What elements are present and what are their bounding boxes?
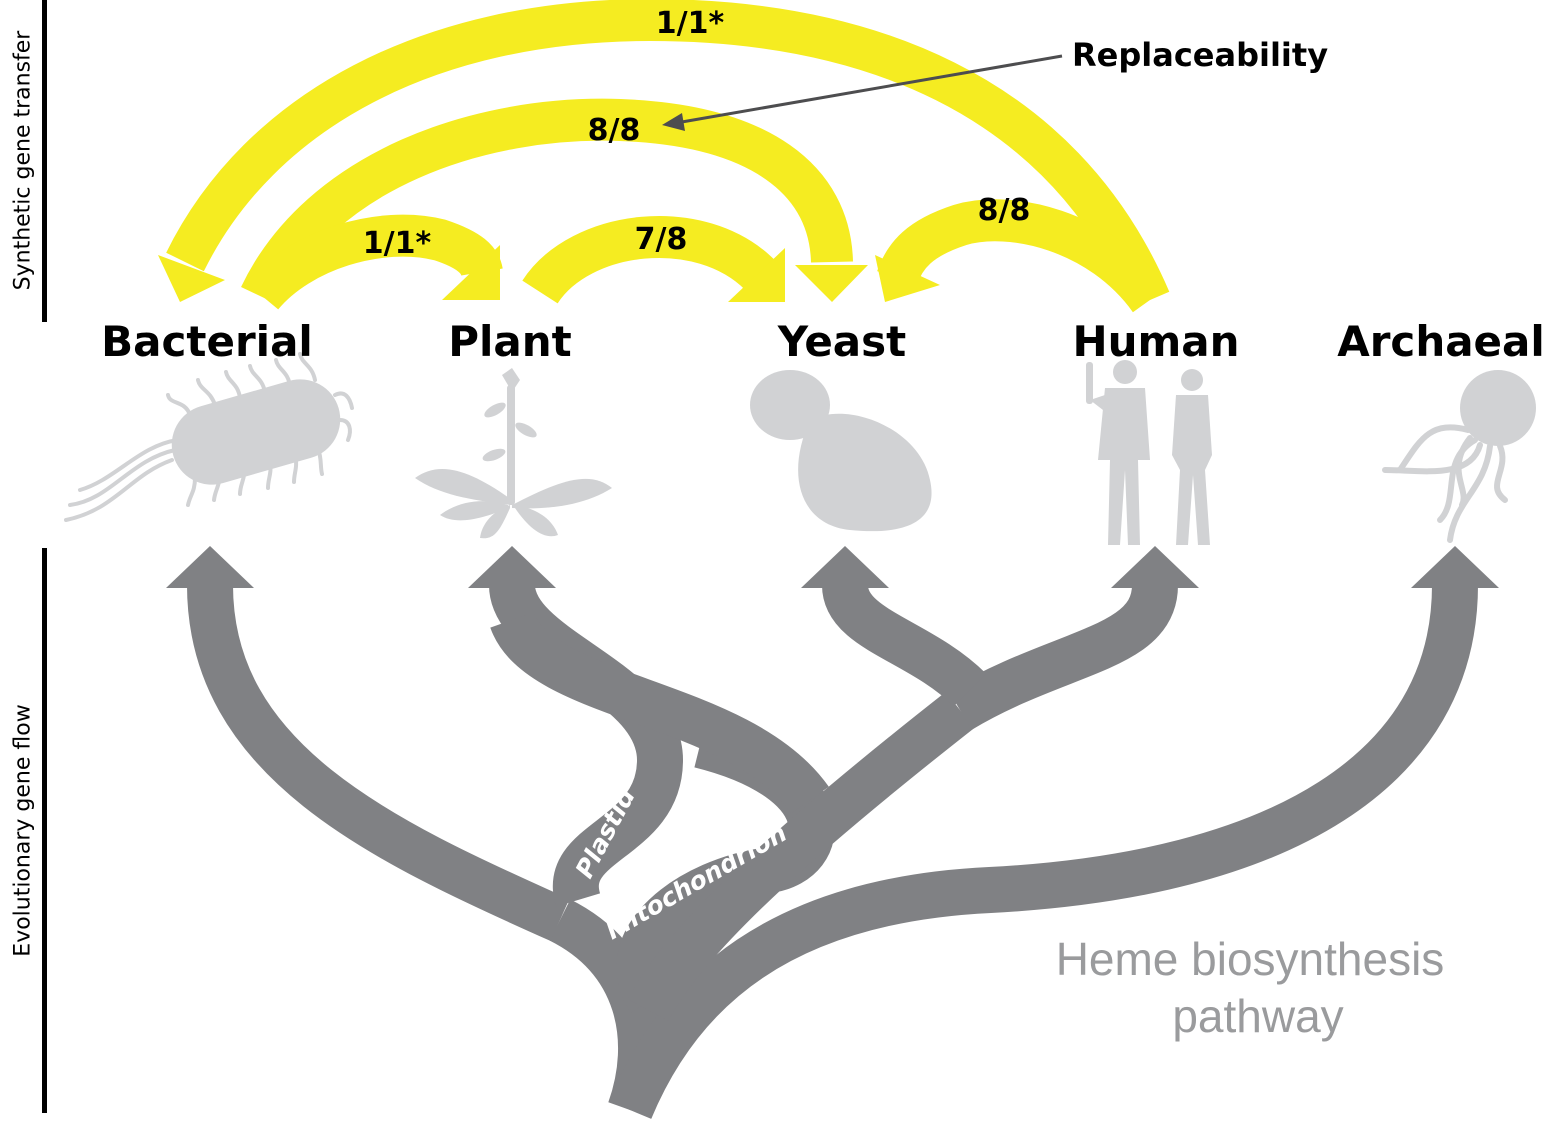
arrowhead-to-bacterial — [158, 255, 225, 302]
arrowhead-bacterial-to-yeast — [795, 265, 868, 302]
transfer-arrowheads — [158, 245, 940, 302]
arrow-human-to-yeast — [877, 199, 1168, 313]
archaeal-branch — [608, 584, 1478, 1119]
organism-labels: Bacterial Plant Yeast Human Archaeal — [101, 317, 1545, 366]
yeast-branch — [822, 582, 987, 707]
archaeal-arrowhead — [1411, 546, 1499, 588]
transfer-ratios: 1/1* 8/8 1/1* 7/8 8/8 — [363, 6, 1031, 261]
arrow-plant-to-yeast — [522, 216, 775, 305]
organism-plant: Plant — [448, 317, 572, 366]
ratio-human-to-yeast: 8/8 — [978, 193, 1031, 228]
bacterial-arrowhead — [166, 546, 254, 588]
replaceability-callout: Replaceability — [662, 36, 1328, 131]
ratio-bacterial-to-yeast: 8/8 — [588, 113, 641, 148]
arrow-bacterial-to-plant — [245, 214, 503, 311]
evolution-tree — [187, 582, 1478, 1119]
arrowhead-plant-to-yeast — [728, 248, 785, 302]
organism-bacterial: Bacterial — [101, 317, 313, 366]
archaeon-icon — [1382, 370, 1536, 543]
organism-archaeal: Archaeal — [1337, 317, 1545, 366]
plant-host-branch — [490, 610, 829, 815]
plant-arrowhead — [468, 546, 556, 588]
pathway-title-line2: pathway — [1172, 990, 1343, 1042]
eukaryote-branch — [627, 691, 975, 1022]
ratio-human-to-bacterial: 1/1* — [656, 6, 725, 41]
arrowhead-to-plant — [442, 245, 500, 300]
human-arrowhead — [1111, 546, 1199, 588]
human-icon — [1086, 360, 1212, 545]
yeast-arrowhead — [801, 546, 889, 588]
synthetic-transfer-bar — [42, 0, 47, 322]
plant-icon — [415, 368, 612, 539]
evolutionary-flow-bar — [42, 548, 47, 1113]
callout-label: Replaceability — [1072, 36, 1328, 74]
transfer-arrows — [166, 0, 1170, 313]
organism-yeast: Yeast — [777, 317, 906, 366]
yeast-icon — [750, 370, 932, 532]
bacterial-branch — [187, 584, 570, 942]
evolution-arrowheads — [166, 546, 1499, 588]
organism-human: Human — [1072, 317, 1239, 366]
arrow-human-to-bacterial — [166, 0, 1170, 309]
callout-arrowhead — [662, 113, 685, 131]
ratio-plant-to-yeast: 7/8 — [635, 222, 688, 257]
pathway-title-line1: Heme biosynthesis — [1056, 933, 1445, 985]
ratio-bacterial-to-plant: 1/1* — [363, 226, 432, 261]
human-branch — [948, 583, 1178, 730]
arrowhead-human-to-yeast — [875, 255, 940, 302]
bacterium-icon — [64, 352, 354, 522]
arrow-bacterial-to-yeast — [241, 98, 853, 306]
